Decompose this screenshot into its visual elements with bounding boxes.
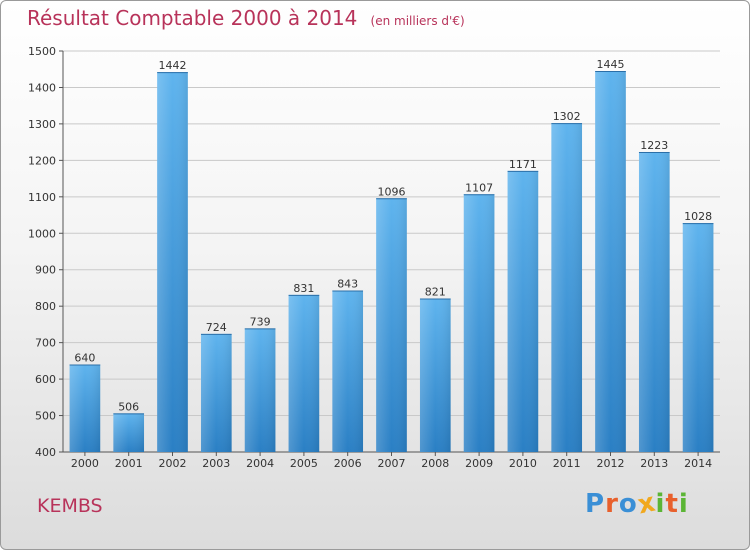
bar-shine (200, 333, 232, 452)
bar-shine (507, 170, 539, 452)
chart-unit: (en milliers d'€) (370, 14, 465, 28)
x-tick-label: 2009 (465, 457, 493, 470)
y-tick-label: 1200 (28, 154, 56, 167)
data-label: 831 (293, 282, 314, 295)
bar-shine (551, 123, 583, 453)
x-tick-label: 2010 (509, 457, 537, 470)
bar-shine (288, 294, 320, 452)
data-label: 1028 (684, 210, 712, 223)
logo-letter: P (585, 489, 606, 519)
bar-shine (157, 72, 188, 452)
bar-shine (419, 298, 451, 452)
bar-shine (595, 71, 626, 453)
x-tick-label: 2006 (334, 457, 362, 470)
x-tick-label: 2003 (202, 457, 230, 470)
data-label: 640 (74, 352, 95, 365)
logo-letter: o (618, 489, 638, 519)
y-tick-label: 1000 (28, 227, 56, 240)
y-tick-label: 700 (35, 337, 56, 350)
x-tick-label: 2001 (115, 457, 143, 470)
proxiti-logo: Proxiti (585, 487, 689, 520)
x-tick-label: 2013 (640, 457, 668, 470)
data-label: 821 (425, 286, 446, 299)
y-tick-label: 500 (35, 410, 56, 423)
chart-title: Résultat Comptable 2000 à 2014 (27, 6, 358, 30)
commune-name: KEMBS (37, 495, 103, 517)
y-tick-label: 1500 (28, 45, 56, 58)
y-tick-label: 600 (35, 373, 56, 386)
x-tick-label: 2005 (290, 457, 318, 470)
bar-shine (113, 413, 145, 452)
logo-letter: t (665, 489, 679, 519)
data-label: 1107 (465, 181, 493, 194)
data-label: 1445 (597, 58, 625, 71)
bar-shine (463, 194, 495, 452)
x-tick-label: 2007 (378, 457, 406, 470)
data-label: 1171 (509, 158, 537, 171)
chart-title-block: Résultat Comptable 2000 à 2014 (en milli… (27, 6, 465, 30)
x-tick-label: 2011 (553, 457, 581, 470)
data-label: 506 (118, 400, 139, 413)
bar-shine (376, 198, 407, 452)
y-tick-label: 800 (35, 300, 56, 313)
logo-letter: i (678, 489, 689, 519)
x-tick-label: 2004 (246, 457, 274, 470)
bar-shine (69, 364, 101, 452)
x-tick-label: 2014 (684, 457, 712, 470)
bar-shine (682, 223, 714, 452)
data-label: 1302 (553, 110, 581, 123)
data-label: 843 (337, 278, 358, 291)
y-tick-label: 1400 (28, 81, 56, 94)
data-label: 724 (206, 321, 227, 334)
logo-letter: r (605, 489, 619, 519)
x-tick-label: 2002 (159, 457, 187, 470)
bar-shine (638, 151, 670, 452)
y-tick-label: 1300 (28, 118, 56, 131)
y-tick-label: 900 (35, 264, 56, 277)
data-label: 1096 (378, 185, 406, 198)
y-tick-label: 400 (35, 446, 56, 459)
x-tick-label: 2012 (597, 457, 625, 470)
logo-letter: i (655, 489, 666, 519)
y-tick-label: 1100 (28, 191, 56, 204)
data-label: 1442 (159, 59, 187, 72)
bar-shine (332, 290, 364, 452)
data-label: 739 (250, 315, 271, 328)
x-tick-label: 2000 (71, 457, 99, 470)
data-label: 1223 (640, 139, 668, 152)
bar-shine (244, 328, 276, 452)
x-tick-label: 2008 (421, 457, 449, 470)
